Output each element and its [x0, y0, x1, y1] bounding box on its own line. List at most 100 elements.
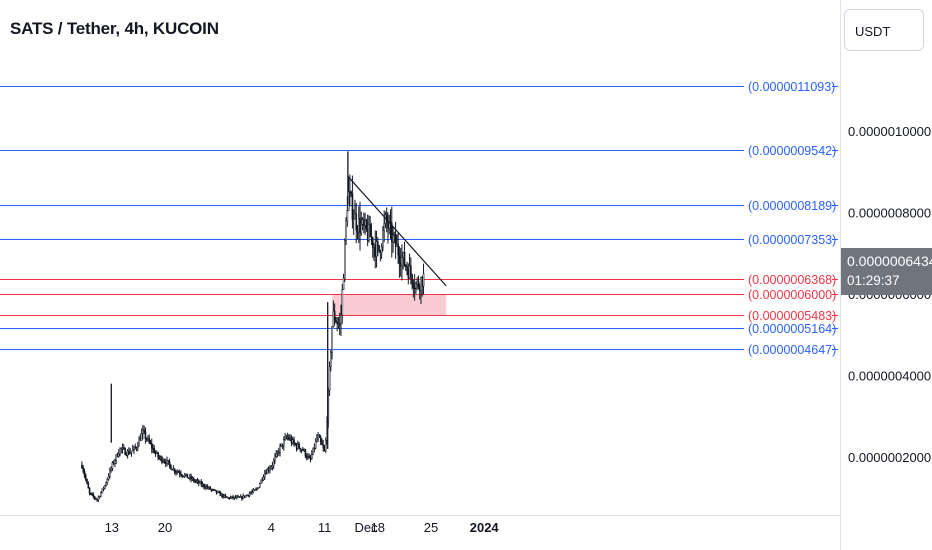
- candle[interactable]: [397, 232, 399, 265]
- candle[interactable]: [261, 476, 264, 483]
- candle[interactable]: [241, 495, 243, 501]
- candle[interactable]: [97, 495, 100, 502]
- candle[interactable]: [148, 434, 151, 445]
- candle[interactable]: [244, 494, 247, 498]
- candle[interactable]: [114, 458, 116, 468]
- candle[interactable]: [185, 473, 187, 477]
- candle[interactable]: [225, 496, 228, 498]
- candle[interactable]: [272, 458, 275, 470]
- candle[interactable]: [406, 261, 408, 276]
- candle[interactable]: [139, 433, 142, 442]
- candle[interactable]: [124, 447, 126, 455]
- candle[interactable]: [387, 212, 389, 244]
- candle[interactable]: [356, 224, 359, 240]
- candle[interactable]: [182, 475, 185, 478]
- candle[interactable]: [135, 446, 138, 452]
- candle[interactable]: [123, 444, 125, 450]
- candle[interactable]: [204, 484, 206, 491]
- candle[interactable]: [109, 467, 111, 479]
- candle[interactable]: [232, 494, 234, 500]
- candle[interactable]: [294, 442, 297, 446]
- candle[interactable]: [291, 436, 294, 445]
- candle[interactable]: [312, 447, 314, 456]
- candle[interactable]: [200, 479, 203, 488]
- candle[interactable]: [101, 488, 104, 494]
- candle[interactable]: [83, 468, 86, 479]
- candle[interactable]: [323, 444, 326, 452]
- candle[interactable]: [219, 490, 222, 496]
- candle[interactable]: [290, 435, 293, 446]
- candle[interactable]: [418, 283, 421, 300]
- candle[interactable]: [416, 277, 419, 291]
- candle[interactable]: [265, 469, 267, 475]
- candle[interactable]: [401, 244, 403, 281]
- candle[interactable]: [126, 449, 129, 459]
- candle[interactable]: [213, 489, 215, 491]
- candle[interactable]: [281, 443, 284, 450]
- candle[interactable]: [144, 427, 147, 444]
- candle[interactable]: [278, 447, 280, 456]
- candle[interactable]: [402, 251, 405, 270]
- candle[interactable]: [364, 212, 366, 235]
- candle[interactable]: [145, 437, 148, 442]
- candle[interactable]: [140, 428, 143, 441]
- candle[interactable]: [189, 473, 191, 481]
- candle[interactable]: [255, 487, 257, 491]
- candle[interactable]: [239, 494, 242, 498]
- candle[interactable]: [119, 447, 121, 457]
- candle[interactable]: [253, 489, 256, 491]
- candle[interactable]: [314, 438, 317, 450]
- candle[interactable]: [96, 498, 98, 502]
- candle[interactable]: [408, 253, 411, 279]
- candle[interactable]: [172, 465, 175, 471]
- candle[interactable]: [111, 461, 114, 472]
- candle[interactable]: [220, 492, 223, 498]
- candle[interactable]: [116, 452, 119, 458]
- candle[interactable]: [176, 469, 178, 475]
- candle[interactable]: [100, 491, 102, 497]
- candle[interactable]: [115, 454, 118, 465]
- candle[interactable]: [276, 450, 279, 458]
- candle[interactable]: [354, 199, 356, 220]
- candle[interactable]: [256, 487, 259, 491]
- candle[interactable]: [201, 481, 204, 488]
- candle[interactable]: [81, 461, 83, 469]
- candle[interactable]: [157, 451, 159, 461]
- candle[interactable]: [359, 201, 361, 251]
- candle[interactable]: [336, 317, 339, 332]
- candle[interactable]: [120, 447, 123, 454]
- candle[interactable]: [328, 361, 331, 396]
- candle[interactable]: [217, 491, 219, 494]
- candle[interactable]: [393, 231, 396, 244]
- candle[interactable]: [363, 212, 365, 234]
- candle[interactable]: [86, 478, 88, 485]
- candle[interactable]: [87, 481, 90, 489]
- candle[interactable]: [138, 436, 140, 447]
- candle[interactable]: [228, 496, 231, 500]
- candle[interactable]: [175, 470, 177, 476]
- candle[interactable]: [321, 438, 323, 446]
- candle[interactable]: [369, 215, 372, 238]
- candle[interactable]: [283, 436, 285, 451]
- candle[interactable]: [246, 494, 248, 497]
- candle[interactable]: [375, 230, 378, 268]
- candle[interactable]: [95, 497, 97, 500]
- candle[interactable]: [112, 460, 115, 466]
- candle[interactable]: [110, 466, 112, 473]
- candle[interactable]: [330, 350, 332, 372]
- candle[interactable]: [194, 479, 196, 484]
- candle[interactable]: [151, 438, 153, 454]
- candle[interactable]: [407, 263, 410, 285]
- candle[interactable]: [177, 470, 180, 474]
- candle[interactable]: [269, 465, 271, 474]
- candle[interactable]: [196, 478, 199, 485]
- candle[interactable]: [243, 495, 246, 499]
- candle[interactable]: [410, 257, 412, 285]
- candle[interactable]: [134, 443, 137, 450]
- candle[interactable]: [360, 211, 363, 236]
- candle[interactable]: [403, 241, 406, 267]
- candle[interactable]: [302, 446, 304, 451]
- candle[interactable]: [147, 435, 149, 442]
- candle[interactable]: [417, 275, 420, 290]
- candle[interactable]: [374, 230, 377, 269]
